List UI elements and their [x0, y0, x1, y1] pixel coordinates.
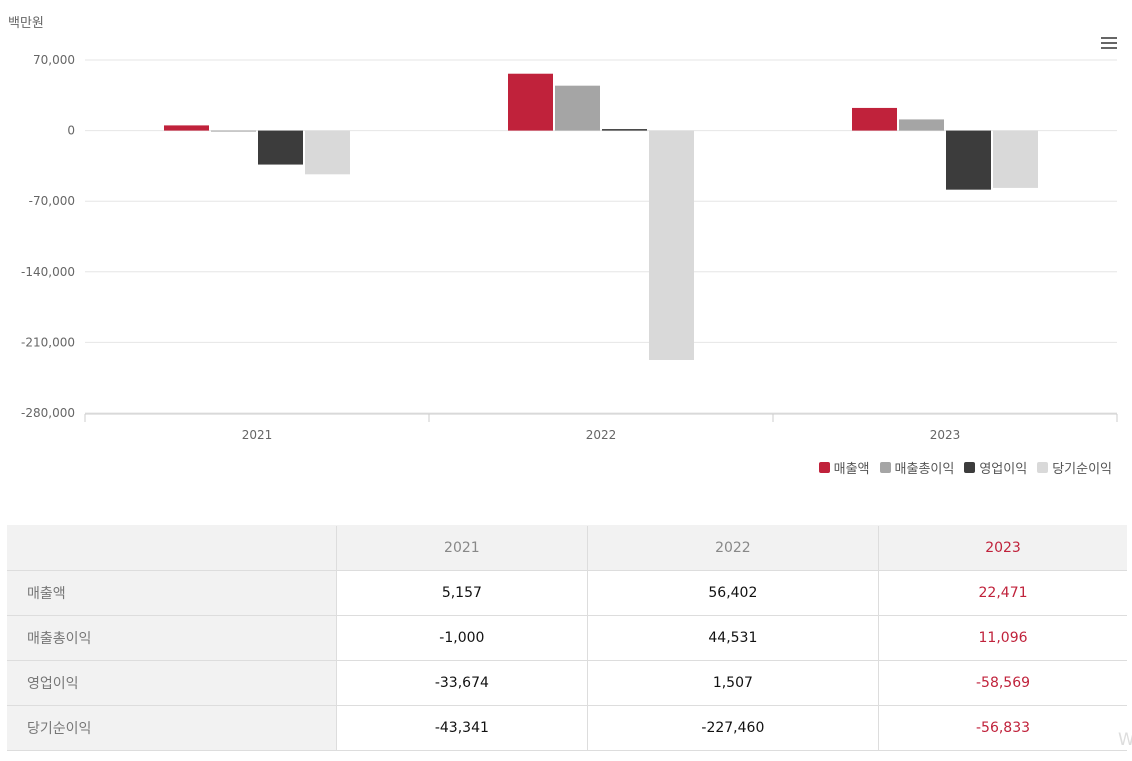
bar-2023-3: [946, 130, 991, 190]
y-tick-label: -210,000: [21, 335, 75, 349]
y-tick-label: 70,000: [33, 53, 75, 67]
table-header-row: 2021 2022 2023: [7, 525, 1127, 571]
table-cell: 1,507: [586, 660, 879, 706]
row-label-revenue: 매출액: [7, 570, 337, 616]
table-cell: 11,096: [878, 615, 1127, 661]
legend-item[interactable]: 매출액: [818, 458, 870, 477]
unit-label: 백만원: [8, 16, 44, 31]
table-row: 매출총이익 -1,000 44,531 11,096: [7, 615, 1127, 661]
bar-2022-4: [649, 130, 694, 361]
legend-swatch: [964, 462, 976, 473]
table-cell: -1,000: [336, 615, 588, 661]
table-cell: 5,157: [336, 570, 588, 616]
table-cell: -43,341: [336, 705, 588, 751]
bar-2023-1: [852, 107, 897, 131]
bar-2021-4: [305, 130, 350, 175]
table-row: 매출액 5,157 56,402 22,471: [7, 570, 1127, 616]
row-label-net-income: 당기순이익: [7, 705, 337, 751]
table-header-2023: 2023: [878, 525, 1127, 571]
table-row: 영업이익 -33,674 1,507 -58,569: [7, 660, 1127, 706]
table-cell: -58,569: [878, 660, 1127, 706]
bar-2021-1: [164, 125, 209, 131]
bar-2022-2: [555, 85, 600, 131]
bar-2021-2: [211, 130, 256, 132]
bar-2023-2: [899, 119, 944, 131]
chart-legend: 매출액 매출총이익 영업이익 당기순이익: [818, 458, 1112, 477]
row-label-operating-income: 영업이익: [7, 660, 337, 706]
table-cell: 44,531: [586, 615, 879, 661]
table-cell: -227,460: [586, 705, 879, 751]
legend-swatch: [879, 462, 891, 473]
legend-label: 매출총이익: [894, 462, 955, 477]
legend-item[interactable]: 매출총이익: [879, 458, 955, 477]
table-cell: 22,471: [878, 570, 1127, 616]
bar-2023-4: [993, 130, 1038, 188]
financial-table: 2021 2022 2023 매출액 5,157 56,402 22,471 매…: [7, 525, 1127, 751]
table-cell: -56,833: [878, 705, 1127, 751]
hamburger-menu-icon[interactable]: [1101, 37, 1117, 49]
watermark-text: W: [1118, 730, 1132, 750]
bar-2021-3: [258, 130, 303, 165]
table-cell: 56,402: [586, 570, 879, 616]
bar-2022-1: [508, 73, 553, 131]
table-header-2022: 2022: [586, 525, 879, 571]
y-tick-label: -140,000: [21, 265, 75, 279]
row-label-gross-profit: 매출총이익: [7, 615, 337, 661]
legend-label: 당기순이익: [1052, 462, 1112, 477]
table-cell: -33,674: [336, 660, 588, 706]
table-row: 당기순이익 -43,341 -227,460 -56,833: [7, 705, 1127, 751]
y-tick-label: -70,000: [29, 194, 75, 208]
x-tick-label: 2022: [586, 428, 617, 442]
y-tick-label: 0: [67, 124, 75, 138]
table-header-empty: [7, 525, 337, 571]
legend-item[interactable]: 영업이익: [964, 458, 1027, 477]
legend-item[interactable]: 당기순이익: [1037, 458, 1112, 477]
chart-area: 백만원 70,000 0 -70,000 -140,000 -210,000 -280,0…: [8, 16, 1118, 477]
legend-swatch: [1037, 462, 1049, 473]
x-tick-label: 2021: [242, 428, 273, 442]
table-header-2021: 2021: [336, 525, 588, 571]
x-tick-label: 2023: [930, 428, 961, 442]
legend-label: 영업이익: [979, 462, 1028, 477]
legend-label: 매출액: [833, 462, 870, 477]
y-tick-label: -280,000: [21, 406, 75, 420]
bar-2022-3: [602, 129, 647, 131]
legend-swatch: [818, 462, 830, 473]
bar-chart: 70,000 0 -70,000 -140,000 -210,000 -280,000 20…: [21, 53, 1118, 442]
